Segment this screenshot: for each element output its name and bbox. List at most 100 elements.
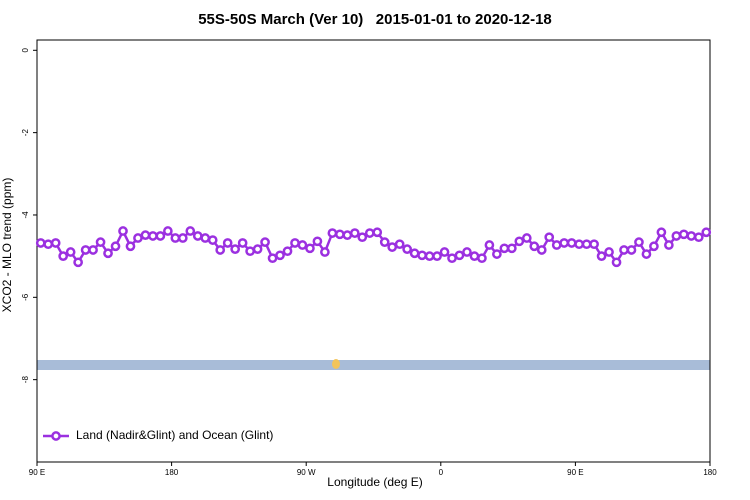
data-point — [499, 243, 510, 254]
data-point — [439, 247, 450, 257]
data-point — [364, 228, 375, 238]
x-tick-label: 180 — [703, 468, 717, 477]
data-point — [215, 245, 226, 255]
data-point — [95, 237, 106, 247]
x-tick-label: 180 — [165, 468, 179, 477]
data-point — [611, 257, 622, 268]
data-point — [417, 250, 427, 261]
data-point — [589, 239, 599, 250]
data-point — [335, 229, 345, 240]
data-point — [686, 231, 697, 241]
y-tick-label: 0 — [21, 48, 30, 53]
data-point — [641, 249, 652, 259]
data-point — [701, 227, 712, 238]
data-point — [626, 245, 637, 255]
surface-patch — [332, 359, 340, 369]
data-point — [454, 250, 465, 261]
data-point — [492, 249, 502, 259]
data-point — [409, 248, 420, 259]
data-point — [574, 239, 584, 250]
data-point — [252, 244, 263, 254]
data-point — [155, 231, 166, 241]
data-point — [148, 231, 158, 241]
data-point — [192, 231, 203, 241]
data-point — [43, 239, 54, 250]
data-point — [678, 229, 689, 240]
data-point — [693, 232, 704, 243]
data-point — [581, 239, 592, 250]
data-point — [170, 233, 181, 243]
legend-marker — [51, 431, 61, 441]
data-point — [125, 241, 136, 252]
data-point — [245, 246, 255, 257]
data-point — [297, 240, 308, 250]
data-point — [604, 247, 614, 257]
data-point — [349, 228, 360, 238]
data-point — [320, 247, 330, 257]
data-point — [477, 253, 487, 264]
data-point — [619, 245, 629, 255]
data-point — [275, 250, 285, 261]
data-point — [103, 248, 113, 259]
data-point — [432, 251, 442, 261]
data-point — [671, 231, 682, 241]
data-point — [536, 245, 547, 255]
x-axis-label: Longitude (deg E) — [327, 475, 422, 489]
data-point — [222, 238, 233, 248]
data-point — [282, 246, 293, 257]
data-point — [387, 242, 398, 252]
x-tick-label: 90 E — [29, 468, 45, 477]
data-point — [559, 238, 570, 248]
data-point — [402, 244, 412, 254]
data-point — [514, 236, 525, 247]
data-point — [551, 240, 562, 250]
data-point — [664, 240, 674, 250]
data-point — [260, 237, 270, 247]
data-point — [163, 226, 173, 236]
data-point — [237, 238, 248, 248]
data-point — [185, 226, 196, 236]
y-tick-label: -8 — [21, 376, 30, 384]
data-point — [447, 253, 457, 264]
x-tick-label: 90 E — [567, 468, 583, 477]
data-point — [200, 233, 211, 243]
data-point — [634, 237, 644, 247]
data-point — [267, 253, 278, 264]
surface-band — [37, 360, 710, 370]
data-point — [140, 230, 151, 240]
legend-label: Land (Nadir&Glint) and Ocean (Glint) — [76, 428, 273, 442]
data-point — [596, 251, 607, 261]
data-point — [110, 241, 121, 252]
data-point — [177, 233, 188, 243]
data-point — [566, 238, 577, 248]
data-point — [484, 240, 495, 250]
data-point — [379, 237, 390, 247]
data-point — [372, 227, 383, 238]
data-point — [424, 251, 435, 261]
data-point — [50, 238, 61, 248]
data-point — [133, 233, 143, 243]
data-point — [230, 244, 241, 254]
data-point — [394, 239, 405, 250]
data-point — [65, 247, 76, 257]
data-point — [544, 232, 555, 243]
chart-title: 55S-50S March (Ver 10) 2015-01-01 to 202… — [198, 11, 552, 28]
data-point — [207, 235, 218, 245]
data-point — [35, 238, 46, 248]
data-point — [73, 257, 83, 268]
data-point — [469, 251, 480, 261]
data-point — [305, 243, 315, 254]
y-tick-label: -4 — [21, 211, 30, 219]
data-point — [649, 241, 659, 252]
x-tick-label: 90 W — [297, 468, 316, 477]
y-tick-label: -6 — [21, 293, 30, 301]
y-tick-label: -2 — [21, 129, 30, 137]
data-point — [290, 238, 300, 248]
x-tick-label: 0 — [439, 468, 444, 477]
data-point — [357, 232, 368, 243]
data-point — [58, 251, 69, 261]
data-point — [462, 247, 472, 257]
data-point — [88, 245, 98, 255]
data-point — [312, 236, 323, 247]
